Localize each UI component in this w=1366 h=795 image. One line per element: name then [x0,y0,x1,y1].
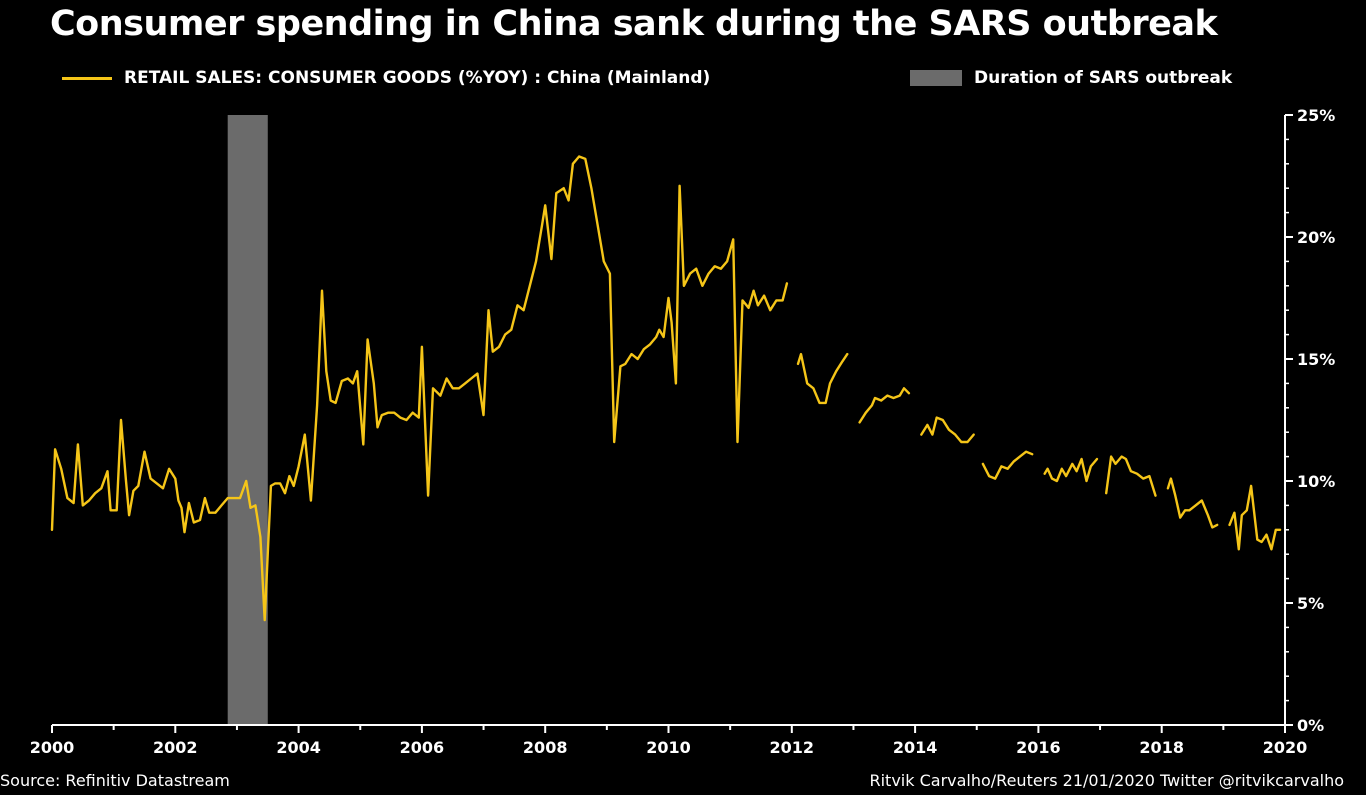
x-tick-label: 2010 [646,738,691,757]
series-line-segment [1043,457,1099,483]
x-tick-label: 2018 [1139,738,1184,757]
chart-title: Consumer spending in China sank during t… [50,4,1218,44]
series-line-segment [50,155,789,622]
series-line-segment [1228,484,1282,551]
y-tick-label: 15% [1297,350,1335,369]
x-tick-label: 2004 [276,738,321,757]
series-line-segment [858,387,911,424]
credit-note: Ritvik Carvalho/Reuters 21/01/2020 Twitt… [869,771,1344,790]
series-line-segment [920,416,975,444]
series-line-segment [796,352,849,405]
legend-series: RETAIL SALES: CONSUMER GOODS (%YOY) : Ch… [62,68,710,88]
sars-shaded-region [227,115,268,725]
x-tick-label: 2006 [400,738,445,757]
y-tick-label: 5% [1297,594,1324,613]
series-line-segment [1166,477,1219,529]
x-tick-label: 2016 [1016,738,1061,757]
x-tick-label: 2012 [770,738,815,757]
series-line-segment [981,450,1034,480]
source-note: Source: Refinitiv Datastream [0,771,230,790]
legend-shade: Duration of SARS outbreak [910,68,1232,88]
legend-line-swatch [62,76,112,80]
x-tick-label: 2008 [523,738,568,757]
y-tick-label: 25% [1297,106,1335,125]
legend-shade-label: Duration of SARS outbreak [974,68,1233,88]
y-tick-label: 20% [1297,228,1335,247]
y-tick-label: 0% [1297,716,1324,735]
y-tick-label: 10% [1297,472,1335,491]
x-tick-label: 2002 [153,738,198,757]
x-tick-label: 2000 [30,738,75,757]
legend-shade-swatch [910,70,962,86]
legend-series-label: RETAIL SALES: CONSUMER GOODS (%YOY) : Ch… [124,68,711,88]
x-tick-label: 2020 [1263,738,1308,757]
series-line-segment [1104,455,1157,497]
x-tick-label: 2014 [893,738,938,757]
